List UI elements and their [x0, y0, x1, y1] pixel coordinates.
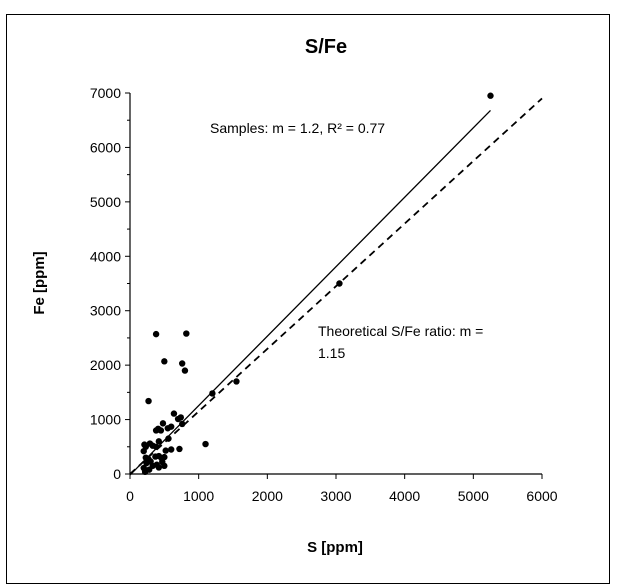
y-tick-label: 4000: [90, 248, 121, 264]
x-tick-label: 0: [126, 488, 134, 504]
theoretical-ratio-line: [129, 97, 543, 475]
data-point: [178, 360, 186, 367]
data-point: [233, 378, 240, 385]
x-tick-label: 4000: [389, 488, 420, 504]
x-axis-title: S [ppm]: [307, 539, 363, 556]
y-tick-label: 6000: [90, 139, 121, 155]
data-point: [141, 441, 148, 448]
y-tick-label: 3000: [90, 303, 121, 319]
samples-trendline-label: Samples: m = 1.2, R² = 0.77: [210, 120, 385, 136]
y-tick-label: 2000: [90, 357, 121, 373]
data-point: [143, 459, 150, 467]
chart-title: S/Fe: [305, 36, 347, 58]
data-point: [174, 415, 182, 423]
data-point: [336, 280, 343, 287]
data-point: [140, 447, 147, 455]
data-point: [161, 462, 168, 470]
y-axis: 0 1000 2000 3000 4000 5000 6000 7000: [90, 85, 131, 482]
data-point: [176, 445, 183, 453]
x-axis: 0 1000 2000 3000 4000 5000 6000: [126, 473, 558, 504]
data-point: [168, 446, 175, 453]
y-axis-title: Fe [ppm]: [31, 251, 48, 314]
data-point: [183, 330, 190, 337]
plot-area: [129, 92, 543, 476]
data-point: [178, 420, 186, 428]
data-point: [155, 438, 163, 445]
data-point: [165, 435, 172, 442]
data-point: [161, 358, 168, 365]
data-point: [209, 390, 216, 397]
y-tick-label: 5000: [90, 194, 121, 210]
theoretical-ratio-label-line1: Theoretical S/Fe ratio: m =: [318, 323, 483, 339]
y-tick-label: 1000: [90, 412, 121, 428]
data-point: [202, 440, 209, 448]
samples-trendline: [129, 109, 491, 476]
data-point: [146, 466, 153, 473]
data-point: [162, 447, 169, 454]
data-point: [161, 453, 168, 461]
data-point: [164, 425, 171, 432]
data-point: [155, 464, 163, 471]
y-tick-label: 0: [113, 466, 121, 482]
theoretical-ratio-label-line2: 1.15: [318, 345, 345, 361]
data-point: [152, 330, 160, 338]
data-point: [152, 427, 160, 434]
x-tick-label: 1000: [183, 488, 214, 504]
data-point: [181, 367, 189, 374]
data-point: [487, 92, 494, 99]
data-point: [145, 397, 152, 405]
y-tick-label: 7000: [90, 85, 121, 101]
data-point: [170, 410, 178, 417]
x-tick-label: 5000: [458, 488, 489, 504]
chart-frame: [6, 14, 610, 584]
x-tick-label: 3000: [320, 488, 351, 504]
data-point: [159, 420, 167, 427]
x-tick-label: 6000: [526, 488, 557, 504]
x-tick-label: 2000: [252, 488, 283, 504]
